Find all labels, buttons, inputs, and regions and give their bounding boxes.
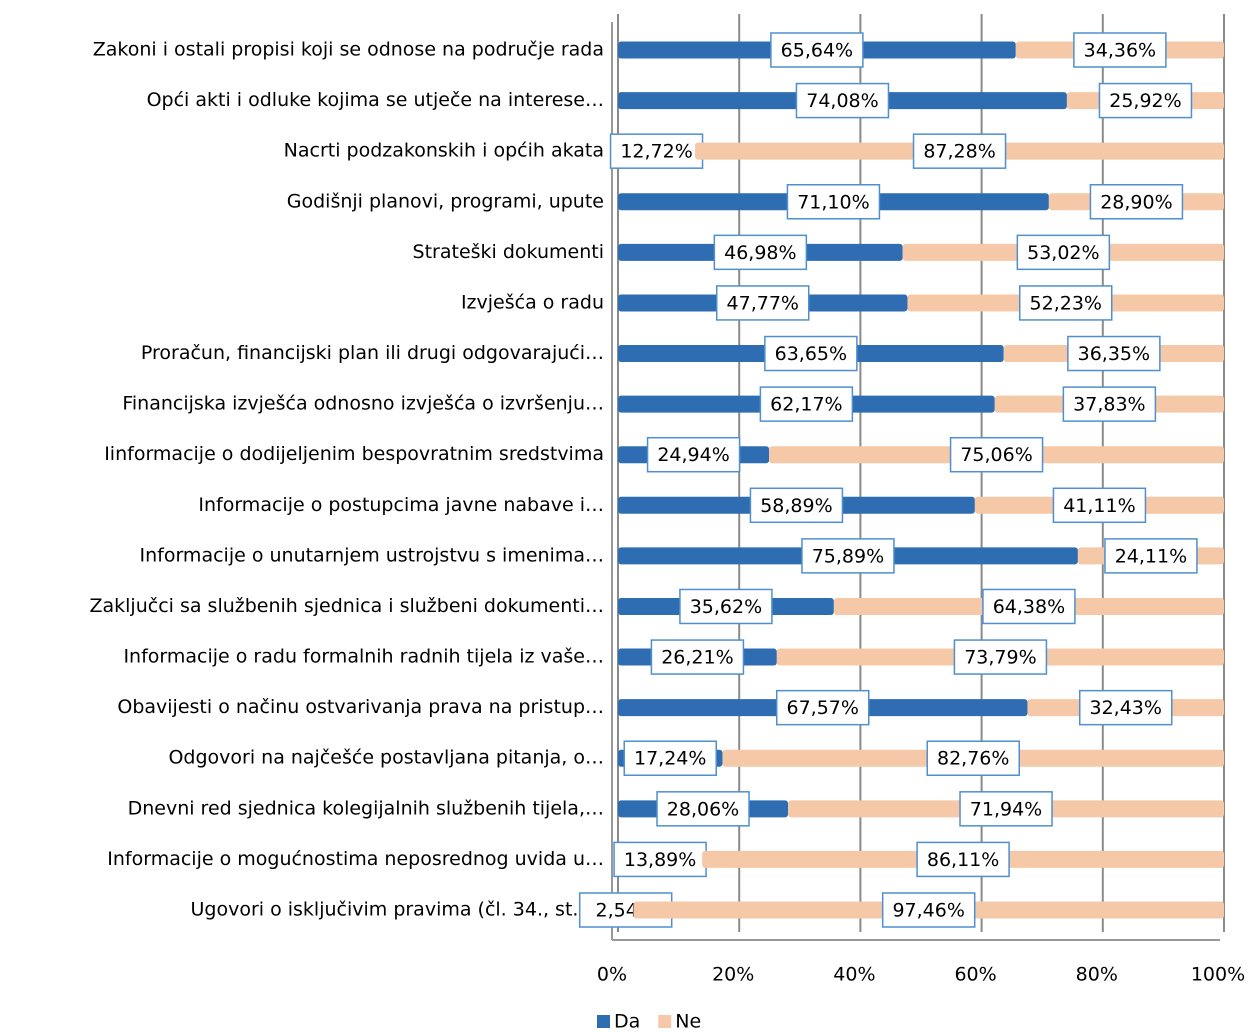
category-label: Obavijesti o načinu ostvarivanja prava n… (117, 696, 604, 718)
data-label: 37,83% (1073, 394, 1145, 416)
category-label: Nacrti podzakonskih i općih akata (284, 140, 604, 162)
data-label-box (679, 588, 773, 625)
data-label-box (623, 740, 717, 776)
data-label-box (1018, 285, 1113, 321)
data-label: 35,62% (690, 596, 762, 618)
category-label: Iinformacije o dodijeljenim bespovratnim… (104, 443, 604, 465)
x-tick-label: 100% (1191, 964, 1245, 986)
category-label: Informacije o postupcima javne nabave i… (198, 494, 604, 516)
x-tick-label: 80% (1076, 964, 1118, 986)
data-label-box (713, 234, 808, 271)
data-label-box (982, 588, 1076, 625)
legend-swatch (597, 1015, 610, 1028)
data-label: 71,10% (797, 191, 869, 213)
category-label: Strateški dokumenti (413, 241, 604, 263)
data-label: 24,11% (1115, 545, 1187, 567)
category-label: Informacije o mogućnostima neposrednog u… (107, 848, 604, 870)
data-label: 26,21% (661, 647, 733, 669)
x-tick-label: 40% (833, 964, 875, 986)
data-label-box (795, 82, 890, 119)
data-label: 53,02% (1027, 242, 1099, 264)
data-label: 32,43% (1090, 697, 1162, 719)
data-label: 75,06% (960, 444, 1032, 466)
data-label: 28,06% (667, 798, 739, 820)
data-label: 87,28% (923, 141, 995, 163)
data-label-box (959, 791, 1053, 827)
data-label-box (801, 538, 895, 574)
data-label-box (881, 892, 976, 928)
category-label: Odgovori na najčešće postavljana pitanja… (168, 747, 604, 769)
x-tick-label: 20% (712, 964, 754, 986)
data-label-box (1052, 487, 1147, 524)
data-label: 28,90% (1100, 191, 1172, 213)
data-label: 12,72% (620, 141, 692, 163)
data-label-box (1104, 538, 1198, 574)
data-label-box (786, 184, 881, 220)
data-label-box (1067, 335, 1161, 372)
data-label-box (764, 335, 858, 372)
category-label: Zaključci sa službenih sjednica i službe… (89, 595, 604, 617)
legend-swatch (658, 1015, 672, 1028)
data-label-box (1089, 184, 1184, 220)
data-label: 24,94% (657, 444, 729, 466)
data-label: 41,11% (1063, 495, 1135, 517)
category-label: Godišnji planovi, programi, upute (287, 190, 604, 212)
data-label: 73,79% (964, 647, 1036, 669)
legend-label: Ne (675, 1011, 701, 1032)
data-label-box (916, 841, 1010, 878)
data-label-box (1062, 386, 1157, 422)
category-label: Financijska izvješća odnosno izvješća o … (122, 393, 604, 415)
data-label: 25,92% (1109, 90, 1181, 112)
category-label: Informacije o unutarnjem ustrojstvu s im… (140, 544, 605, 566)
data-label: 65,64% (781, 40, 853, 62)
category-label: Zakoni i ostali propisi koji se odnose n… (93, 39, 604, 61)
data-label-box (646, 436, 741, 473)
category-label: Ugovori o isključivim pravima (čl. 34., … (190, 899, 604, 921)
data-label: 82,76% (937, 748, 1009, 770)
data-label: 97,46% (892, 900, 964, 922)
data-label-box (775, 689, 870, 726)
data-label: 13,89% (624, 849, 696, 871)
data-label: 52,23% (1030, 292, 1102, 314)
category-label: Izvješća o radu (461, 291, 604, 313)
data-label: 34,36% (1084, 40, 1156, 62)
category-label: Proračun, financijski plan ili drugi odg… (141, 342, 604, 364)
data-label-box (749, 487, 844, 524)
data-label-box (656, 791, 750, 827)
data-label: 71,94% (970, 798, 1042, 820)
data-label: 64,38% (993, 596, 1065, 618)
data-label: 67,57% (787, 697, 859, 719)
category-label: Dnevni red sjednica kolegijalnih služben… (128, 797, 604, 819)
category-label: Opći akti i odluke kojima se utječe na i… (147, 89, 604, 111)
data-label-box (1098, 82, 1193, 119)
data-label-box (949, 436, 1044, 473)
data-label: 36,35% (1078, 343, 1150, 365)
data-label: 63,65% (775, 343, 847, 365)
x-tick-label: 0% (597, 964, 627, 986)
legend-label: Da (614, 1011, 640, 1032)
data-label: 86,11% (927, 849, 999, 871)
data-label-box (912, 133, 1007, 169)
data-label: 47,77% (727, 292, 799, 314)
data-label-box (1016, 234, 1111, 271)
data-label-box (715, 285, 810, 321)
data-label-box (1078, 689, 1173, 726)
data-label-box (953, 639, 1048, 675)
data-label: 17,24% (634, 748, 706, 770)
data-label-box (609, 133, 704, 169)
category-label: Informacije o radu formalnih radnih tije… (123, 646, 604, 668)
data-label-box (759, 386, 854, 422)
data-label: 62,17% (770, 394, 842, 416)
data-label: 58,89% (760, 495, 832, 517)
data-label-box (1073, 32, 1167, 68)
data-label: 75,89% (812, 545, 884, 567)
data-label: 46,98% (724, 242, 796, 264)
data-label: 74,08% (806, 90, 878, 112)
x-tick-label: 60% (954, 964, 996, 986)
data-label-box (578, 892, 673, 928)
data-label-box (770, 32, 864, 68)
data-label-box (926, 740, 1020, 776)
data-label-box (650, 639, 745, 675)
